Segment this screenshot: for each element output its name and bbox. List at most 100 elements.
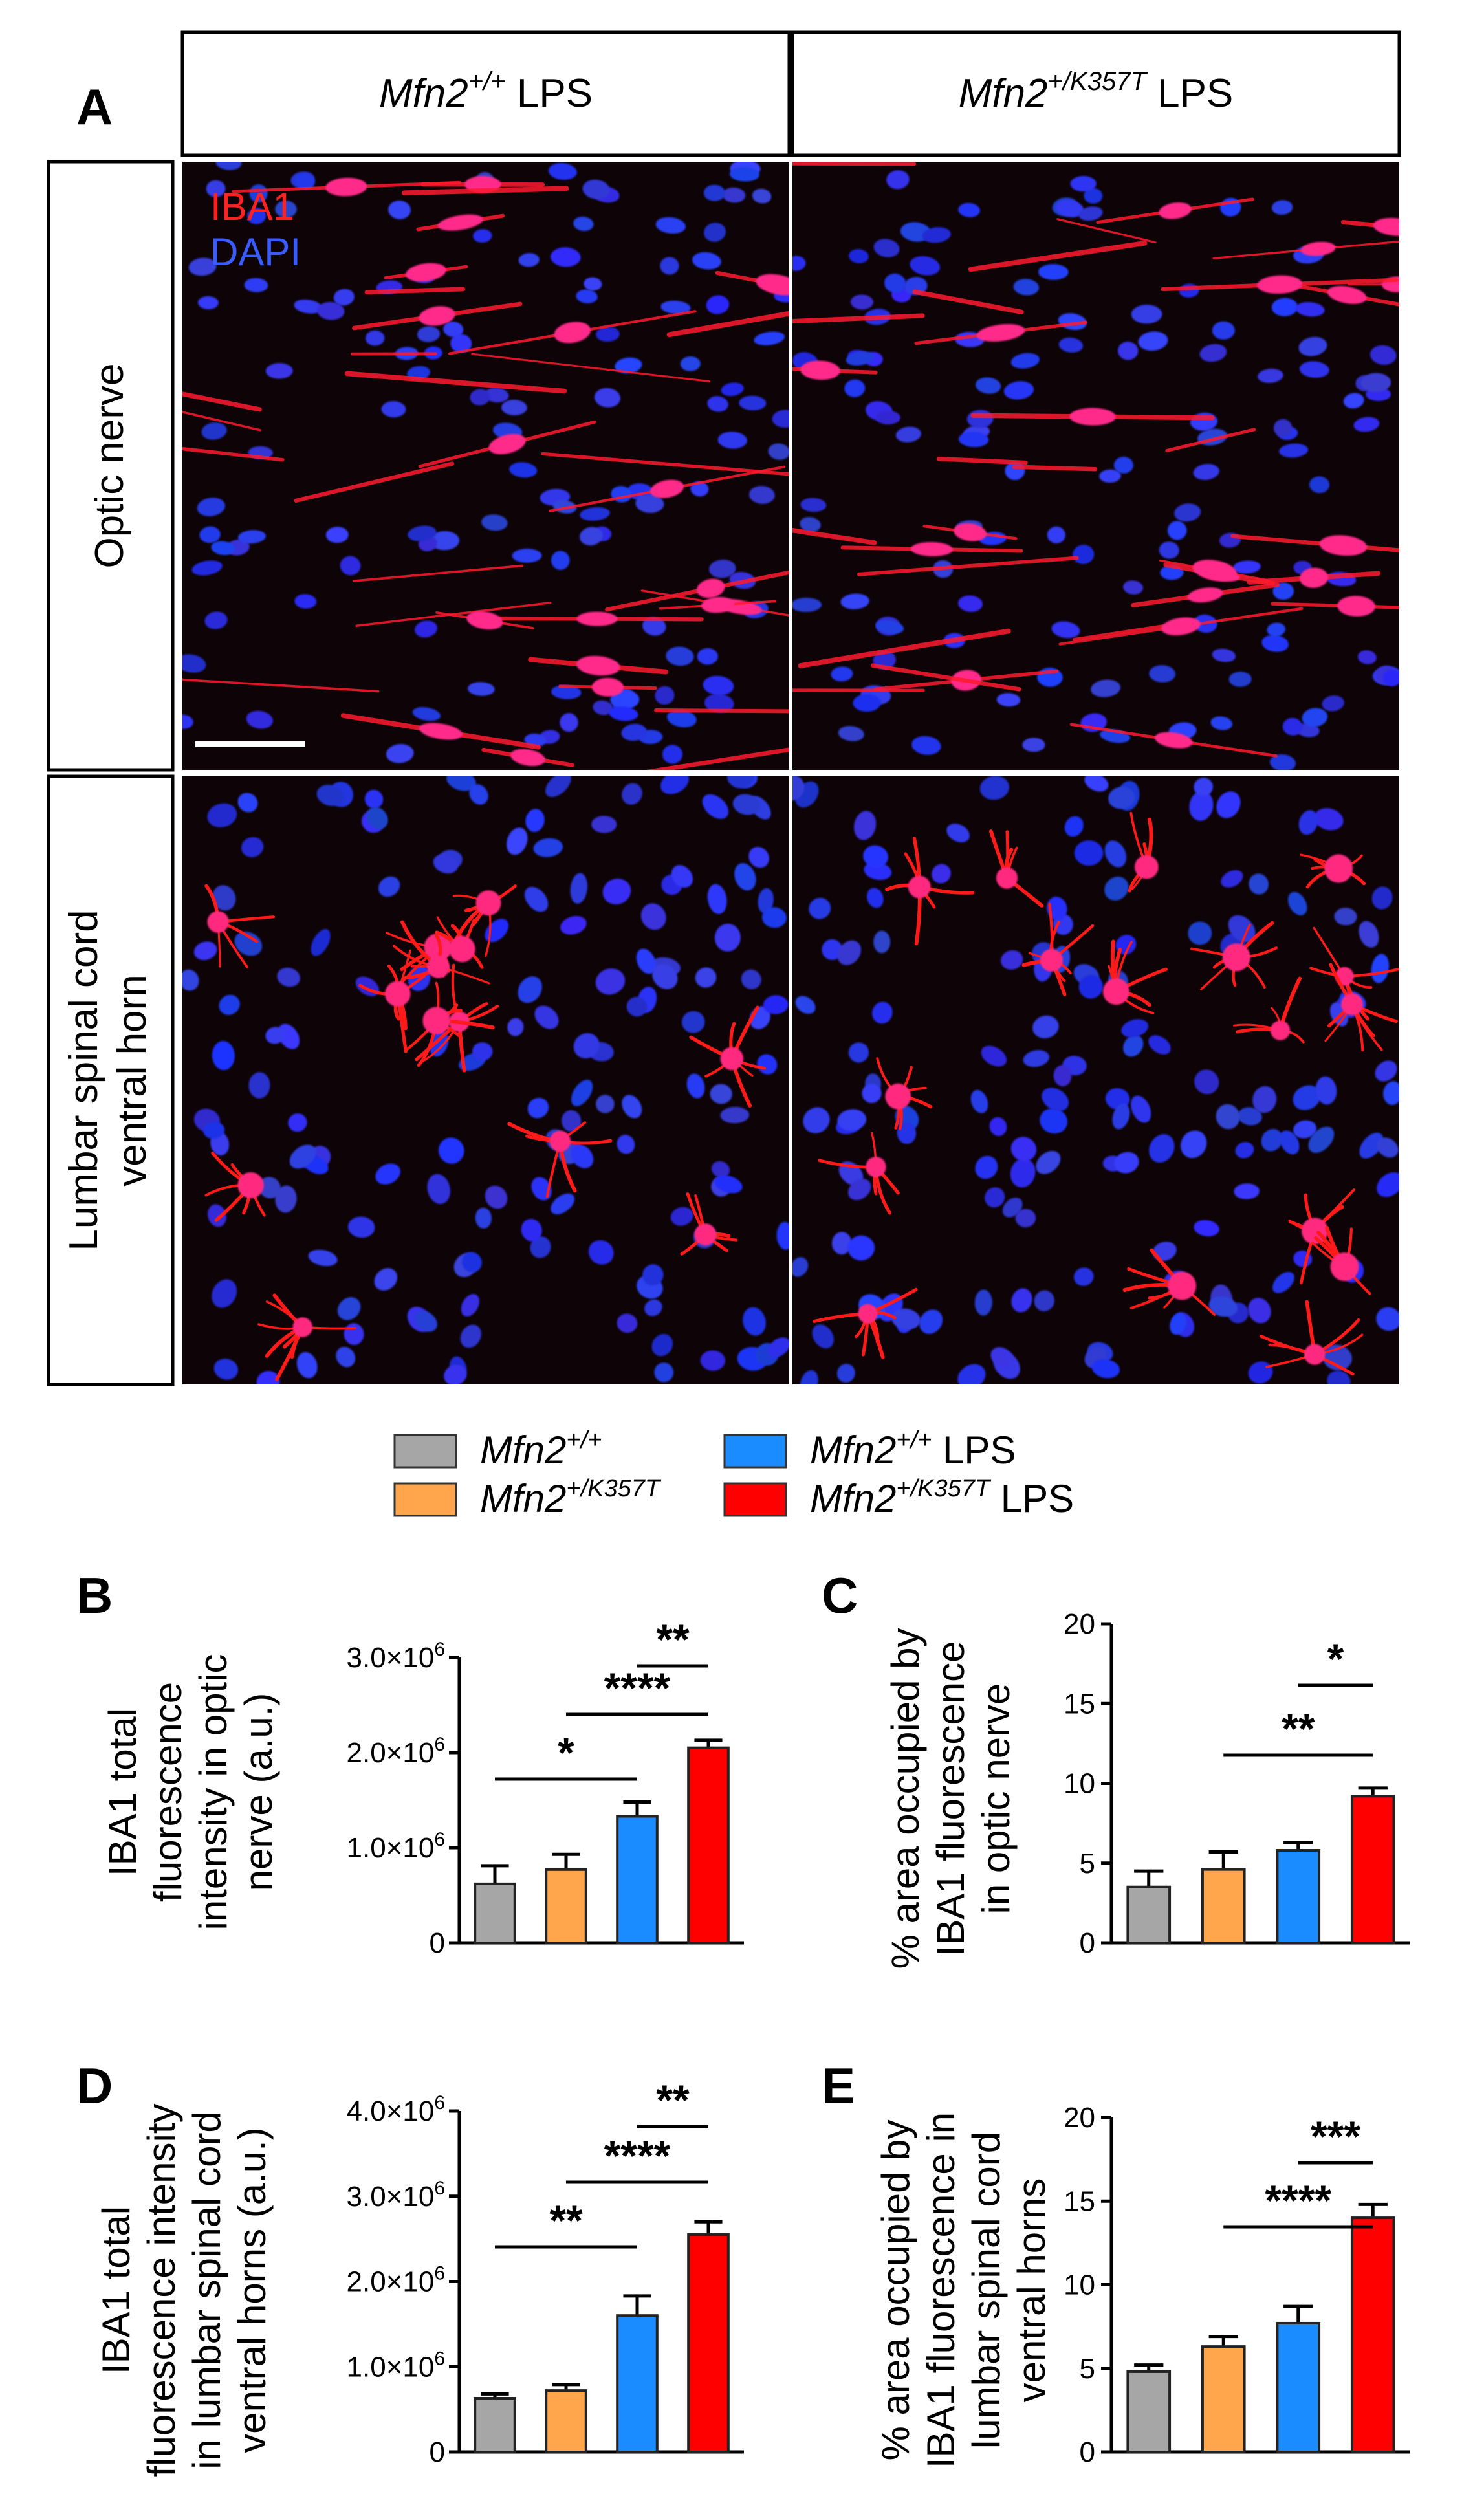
svg-text:Mfn2+/K357T LPS: Mfn2+/K357T LPS <box>959 67 1234 116</box>
dapi-nucleus <box>1252 1086 1277 1113</box>
dapi-nucleus <box>1064 816 1084 837</box>
legend-label: Mfn2+/+ LPS <box>810 1427 1016 1472</box>
iba1-cell-body <box>422 1007 451 1034</box>
dapi-nucleus <box>317 301 345 320</box>
bar <box>1350 2216 1395 2454</box>
dapi-nucleus <box>316 785 344 806</box>
dapi-nucleus <box>666 709 697 728</box>
dapi-nucleus <box>1053 1065 1072 1087</box>
legend-swatch <box>393 1434 457 1469</box>
dapi-nucleus <box>561 1110 582 1132</box>
significance-label: ** <box>656 1615 690 1663</box>
dapi-nucleus <box>1235 1142 1254 1159</box>
dapi-nucleus <box>1353 417 1380 432</box>
dapi-nucleus <box>485 1185 508 1209</box>
dapi-nucleus <box>507 1018 524 1036</box>
dapi-nucleus <box>551 684 582 699</box>
dapi-nucleus <box>430 531 460 551</box>
dapi-nucleus <box>237 793 258 813</box>
iba1-process <box>857 556 1079 576</box>
panel-letter-e: E <box>822 2057 855 2114</box>
iba1-process <box>1012 465 1098 472</box>
dapi-nucleus <box>1302 708 1328 727</box>
dapi-nucleus <box>258 1177 281 1199</box>
chart-panel-e: E % area occupied by IBA1 fluorescence in l… <box>822 2057 1410 2468</box>
legend-item: Mfn2+/+ <box>393 1427 602 1472</box>
dapi-nucleus <box>1322 695 1344 712</box>
dapi-nucleus <box>1334 908 1357 926</box>
dapi-nucleus <box>795 996 816 1014</box>
dapi-nucleus <box>1011 1288 1032 1313</box>
dapi-nucleus <box>812 1324 834 1349</box>
dapi-nucleus <box>831 1232 852 1255</box>
iba1-cell-body <box>1373 217 1399 236</box>
dapi-nucleus <box>922 227 951 243</box>
dapi-nucleus <box>873 239 900 257</box>
dapi-nucleus <box>974 1289 992 1316</box>
bar <box>474 1882 516 1945</box>
iba1-cell-body <box>1192 560 1237 582</box>
dapi-nucleus <box>197 498 226 516</box>
dapi-nucleus <box>873 930 891 954</box>
dapi-nucleus <box>414 620 437 638</box>
dapi-nucleus <box>1112 1103 1130 1130</box>
iba1-cell-body <box>885 1083 911 1110</box>
iba1-cell-body <box>908 875 931 899</box>
dapi-nucleus <box>1238 1107 1262 1126</box>
dapi-nucleus <box>1279 443 1309 458</box>
dapi-nucleus <box>551 1193 575 1214</box>
dapi-nucleus <box>308 1249 338 1267</box>
dapi-nucleus <box>695 967 717 988</box>
dapi-nucleus <box>848 1042 869 1063</box>
dapi-nucleus <box>863 845 888 868</box>
dapi-nucleus <box>571 1079 593 1106</box>
dapi-nucleus <box>204 611 228 629</box>
dapi-nucleus <box>1359 1132 1384 1159</box>
iba1-process <box>1056 218 1157 244</box>
iba1-cell-body <box>954 523 987 541</box>
dapi-nucleus <box>1273 419 1293 437</box>
dapi-nucleus <box>996 693 1021 707</box>
iba1-cell-body <box>1161 617 1201 636</box>
dapi-nucleus <box>215 162 242 170</box>
dapi-nucleus <box>1015 1209 1036 1227</box>
dapi-nucleus <box>1074 840 1104 866</box>
dapi-nucleus <box>979 776 1010 800</box>
dapi-nucleus <box>1194 1069 1219 1095</box>
dapi-nucleus <box>1104 840 1127 868</box>
dapi-nucleus <box>1149 665 1176 683</box>
dapi-nucleus <box>593 700 613 716</box>
dapi-nucleus <box>525 809 545 832</box>
y-tick-label: 5 <box>1080 2353 1095 2385</box>
dapi-nucleus <box>621 723 647 741</box>
dapi-nucleus <box>910 256 941 276</box>
dapi-nucleus <box>609 706 638 721</box>
dapi-nucleus <box>975 1155 998 1179</box>
panel-letter-d: D <box>76 2057 113 2114</box>
iba1-cell-body <box>292 1317 313 1337</box>
bar <box>687 1746 730 1944</box>
dapi-nucleus <box>1058 337 1084 353</box>
column-header-1: Mfn2+/+ LPS <box>180 30 791 157</box>
bar <box>616 1815 659 1944</box>
iba1-process <box>666 311 789 338</box>
dapi-nucleus <box>237 530 266 544</box>
dapi-nucleus <box>275 201 297 218</box>
legend-swatch <box>723 1434 787 1469</box>
iba1-cell-body <box>1341 993 1363 1016</box>
dapi-nucleus <box>1170 1313 1186 1335</box>
iba1-cell-body <box>424 933 452 961</box>
iba1-cell-body <box>475 890 501 916</box>
dapi-nucleus <box>241 837 264 857</box>
y-tick-label: 3.0×106 <box>347 2178 446 2213</box>
dapi-nucleus <box>763 995 789 1014</box>
dapi-nucleus <box>792 1257 809 1277</box>
iba1-cell-body <box>1327 286 1367 304</box>
dapi-nucleus <box>277 967 300 987</box>
iba1-cell-body <box>427 956 450 978</box>
iba1-cell-body <box>1159 202 1192 219</box>
dapi-nucleus <box>427 1174 451 1204</box>
dapi-nucleus <box>333 289 355 306</box>
dapi-nucleus <box>207 803 237 827</box>
dapi-nucleus <box>776 1221 789 1250</box>
